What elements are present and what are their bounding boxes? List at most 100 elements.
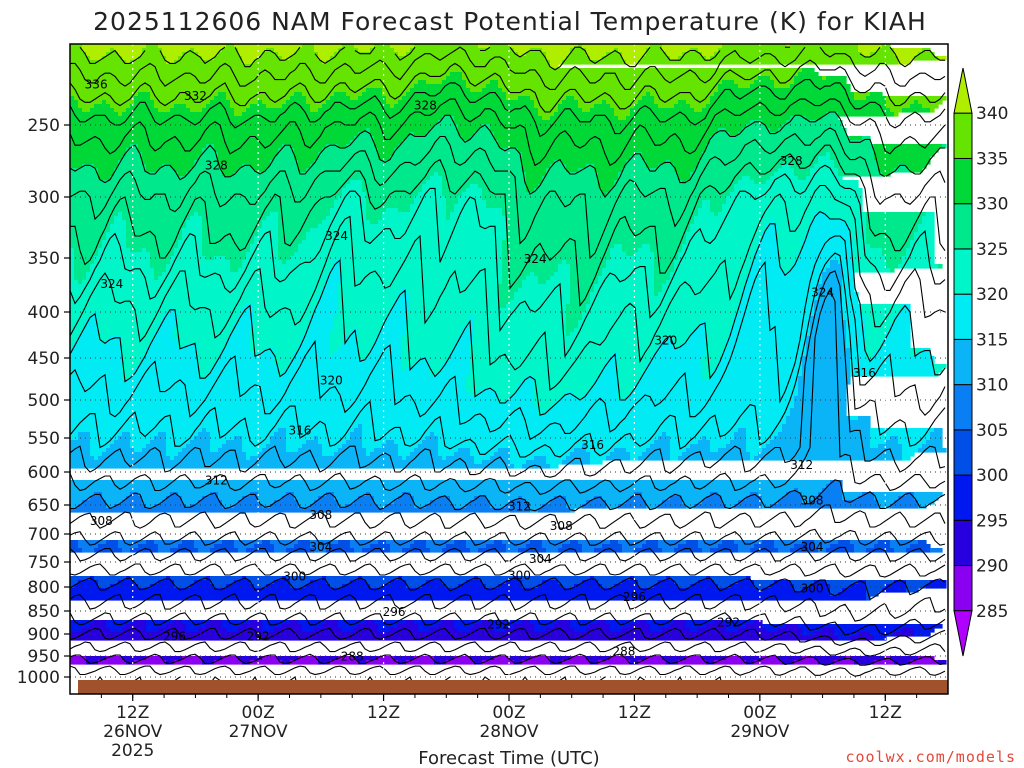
grid-lines [70, 44, 948, 694]
isentrope-314 [70, 270, 946, 478]
contour-label-336: 336 [85, 78, 108, 92]
y-tick-label-550: 550 [28, 429, 60, 449]
y-tick-label-450: 450 [28, 349, 60, 369]
x-tick-label-4: 12Z [618, 703, 651, 723]
isentrope-290 [70, 653, 946, 666]
isentrope-318 [70, 235, 946, 441]
pressure-axis: 250 300 350 400 450 500 550 600 650 700 750 800 850 9… [17, 116, 70, 688]
y-tick-label-350: 350 [28, 249, 60, 269]
chart-title: 2025112606 NAM Forecast Potential Temper… [93, 7, 927, 36]
contour-label-324: 324 [100, 277, 123, 291]
contour-label-332: 332 [184, 89, 207, 103]
isentrope-298 [70, 593, 946, 622]
credit-text: coolwx.com/models [845, 748, 1016, 766]
contour-label-304: 304 [529, 552, 552, 566]
y-tick-label-400: 400 [28, 303, 60, 323]
y-tick-label-1000: 1000 [17, 668, 60, 688]
contour-label-308: 308 [801, 493, 824, 507]
x-tick-date-0: 26NOV [103, 722, 162, 742]
isentrope-300 [70, 577, 946, 601]
contour-label-316: 316 [853, 366, 876, 380]
contour-label-316: 316 [581, 438, 604, 452]
colorbar-label-315: 315 [976, 330, 1008, 350]
contour-label-300: 300 [283, 570, 306, 584]
colorbar-segment-2 [953, 519, 973, 567]
colorbar-segment-10 [953, 157, 973, 205]
colorbar-label-295: 295 [976, 511, 1008, 531]
x-tick-label-0: 12Z [116, 703, 149, 723]
x-tick-year-0: 2025 [111, 741, 154, 761]
isentrope-308 [70, 504, 946, 531]
isentrope-334 [70, 79, 946, 138]
colorbar-legend: 285 290 295 300 305 310 315 320 325 330 335 340 [953, 67, 1008, 657]
contour-label-292: 292 [487, 617, 510, 631]
colorbar-label-290: 290 [976, 557, 1008, 577]
colorbar-segment-9 [953, 203, 973, 250]
contour-label-296: 296 [163, 630, 186, 644]
isentrope-292 [70, 641, 946, 657]
contour-label-308: 308 [550, 519, 573, 533]
x-axis-label: Forecast Time (UTC) [418, 748, 599, 768]
y-tick-label-900: 900 [28, 625, 60, 645]
colorbar-segment-1 [953, 565, 973, 612]
contour-label-308: 308 [309, 508, 332, 522]
ground-surface [78, 680, 948, 694]
contour-label-296: 296 [383, 605, 406, 619]
contour-label-300: 300 [508, 569, 531, 583]
y-tick-label-650: 650 [28, 496, 60, 516]
y-tick-label-700: 700 [28, 525, 60, 545]
isentrope-306 [70, 528, 946, 546]
y-tick-label-300: 300 [28, 188, 60, 208]
colorbar-segment-7 [953, 293, 973, 340]
isentrope-296 [70, 612, 946, 636]
contour-label-328: 328 [414, 99, 437, 113]
y-tick-label-850: 850 [28, 602, 60, 622]
isentrope-310 [70, 479, 946, 512]
colorbar-label-325: 325 [976, 240, 1008, 260]
isentrope-338 [70, 46, 946, 90]
colorbar-label-320: 320 [976, 285, 1008, 305]
colorbar-label-335: 335 [976, 149, 1008, 169]
isentrope-302 [70, 563, 946, 578]
y-tick-label-800: 800 [28, 578, 60, 598]
x-tick-label-1: 00Z [242, 703, 275, 723]
x-tick-label-3: 00Z [492, 703, 525, 723]
contour-label-300: 300 [801, 581, 824, 595]
isentrope-320 [70, 210, 946, 416]
isentrope-288 [70, 665, 946, 677]
isentrope-330 [70, 111, 945, 198]
colorbar-bottom-arrow [953, 610, 973, 657]
x-tick-date-3: 28NOV [479, 722, 538, 742]
colorbar-label-310: 310 [976, 376, 1008, 396]
colorbar-label-330: 330 [976, 195, 1008, 215]
isentrope-336 [70, 59, 946, 113]
colorbar-segment-6 [953, 338, 973, 386]
isentrope-328 [70, 127, 946, 260]
contour-label-324: 324 [325, 229, 348, 243]
contour-label-288: 288 [341, 649, 364, 663]
contour-label-324: 324 [524, 252, 547, 266]
x-tick-label-6: 12Z [869, 703, 902, 723]
contour-label-328: 328 [205, 158, 228, 172]
y-tick-label-250: 250 [28, 116, 60, 136]
x-tick-label-5: 00Z [743, 703, 776, 723]
contour-label-304: 304 [801, 540, 824, 554]
y-tick-label-500: 500 [28, 391, 60, 411]
colorbar-label-340: 340 [976, 104, 1008, 124]
isentrope-324 [70, 164, 946, 358]
contour-label-328: 328 [780, 154, 803, 168]
contour-label-288: 288 [613, 645, 636, 659]
colorbar-label-285: 285 [976, 602, 1008, 622]
y-tick-label-600: 600 [28, 463, 60, 483]
contour-label-312: 312 [790, 458, 813, 472]
y-tick-label-950: 950 [28, 647, 60, 667]
x-tick-date-5: 29NOV [730, 722, 789, 742]
contour-label-292: 292 [247, 630, 270, 644]
contour-label-308: 308 [90, 514, 113, 528]
colorbar-segment-8 [953, 248, 973, 295]
isentrope-326 [70, 144, 946, 307]
x-tick-label-2: 12Z [367, 703, 400, 723]
y-tick-label-750: 750 [28, 553, 60, 573]
isentrope-332 [70, 98, 946, 167]
